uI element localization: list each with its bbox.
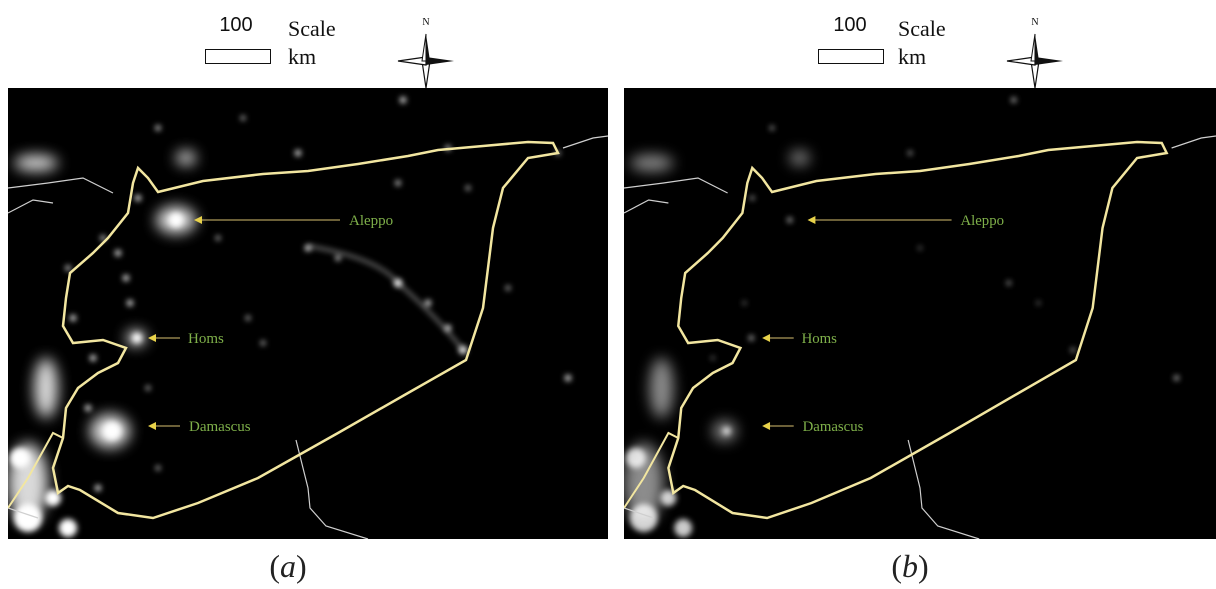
- neighbor-borders: [8, 135, 608, 539]
- north-label: N: [422, 17, 430, 28]
- city-annotation-aleppo: Aleppo: [194, 213, 393, 229]
- north-label: N: [1031, 17, 1039, 28]
- city-label-homs: Homs: [802, 331, 838, 347]
- lebanon-border: [624, 431, 679, 509]
- night-lights-map-a: Aleppo Homs Damascus: [8, 88, 608, 539]
- scale-title: Scale: [288, 16, 336, 41]
- map-panel-b: 100 Scale km N: [608, 0, 1216, 589]
- map-panel-a: 100 Scale km N: [8, 14, 608, 584]
- scale-distance-value: 100: [219, 14, 253, 36]
- caption-a: (a): [269, 548, 307, 584]
- north-arrow-compass-icon: [397, 33, 454, 89]
- scale-unit: km: [898, 44, 927, 69]
- caption-b: (b): [891, 548, 929, 584]
- scale-bar: [818, 49, 884, 64]
- scale-unit: km: [288, 44, 317, 69]
- scale-distance-value: 100: [833, 14, 867, 36]
- scale-bar: [205, 49, 271, 64]
- syria-border: [667, 140, 1169, 520]
- city-lights-points: [625, 97, 1179, 537]
- city-label-homs: Homs: [188, 331, 224, 347]
- city-annotation-damascus: Damascus: [148, 419, 251, 435]
- city-annotation-damascus: Damascus: [762, 419, 864, 435]
- city-label-aleppo: Aleppo: [349, 213, 393, 229]
- north-arrow-compass-icon: [1006, 33, 1063, 89]
- map-canvas-a: Aleppo Homs Damascus: [8, 88, 608, 539]
- city-annotation-homs: Homs: [762, 331, 837, 347]
- city-label-damascus: Damascus: [189, 419, 251, 435]
- map-canvas-b: Aleppo Homs Damascus: [624, 88, 1216, 539]
- river-lights-trail: [307, 244, 465, 351]
- scale-title: Scale: [898, 16, 946, 41]
- city-annotation-homs: Homs: [148, 331, 224, 347]
- city-label-aleppo: Aleppo: [960, 213, 1004, 229]
- neighbor-borders: [624, 135, 1216, 539]
- syria-border: [51, 140, 560, 520]
- night-lights-map-b: Aleppo Homs Damascus: [624, 88, 1216, 539]
- city-annotation-aleppo: Aleppo: [807, 213, 1004, 229]
- lebanon-border: [8, 431, 64, 509]
- city-label-damascus: Damascus: [803, 419, 864, 435]
